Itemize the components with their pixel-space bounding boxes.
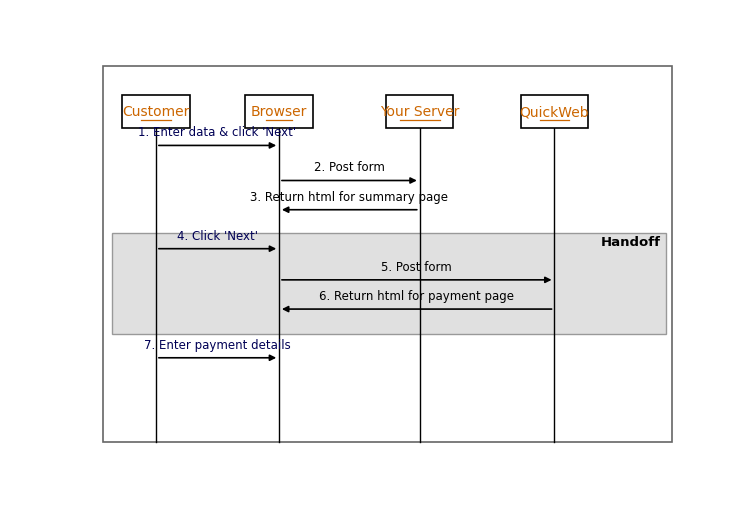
Text: 6. Return html for payment page: 6. Return html for payment page — [319, 289, 514, 302]
Bar — [246, 95, 313, 129]
Text: Customer: Customer — [122, 105, 190, 119]
Text: 7. Enter payment details: 7. Enter payment details — [144, 338, 291, 351]
Text: 5. Post form: 5. Post form — [381, 260, 452, 273]
Text: 3. Return html for summary page: 3. Return html for summary page — [250, 190, 448, 204]
Bar — [112, 234, 666, 335]
Text: Browser: Browser — [251, 105, 307, 119]
Bar — [521, 95, 588, 129]
Text: 4. Click 'Next': 4. Click 'Next' — [177, 229, 258, 242]
Text: QuickWeb: QuickWeb — [519, 105, 589, 119]
Text: Handoff: Handoff — [601, 235, 661, 248]
Text: 2. Post form: 2. Post form — [314, 161, 385, 174]
Bar — [122, 95, 190, 129]
Text: 1. Enter data & click 'Next': 1. Enter data & click 'Next' — [138, 126, 296, 139]
Text: Your Server: Your Server — [380, 105, 460, 119]
Bar — [386, 95, 454, 129]
